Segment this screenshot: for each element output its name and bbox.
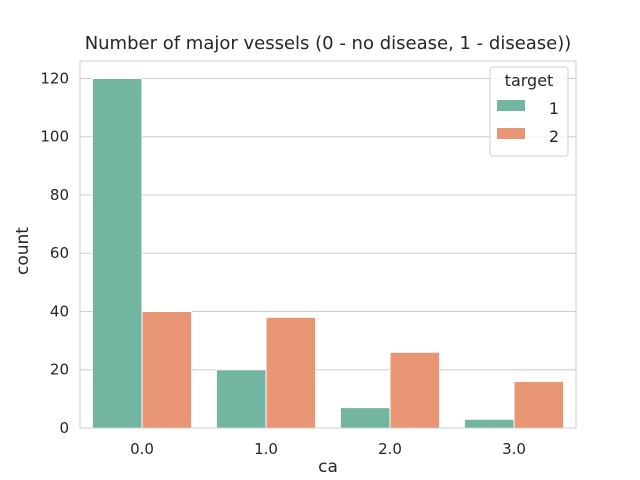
bar-1.0-series-2 bbox=[265, 316, 317, 429]
legend-items: 12 bbox=[497, 99, 559, 146]
bar-3.0-series-1 bbox=[463, 418, 515, 429]
y-tick-label: 80 bbox=[50, 186, 69, 204]
bar-2.0-series-2 bbox=[389, 351, 441, 429]
x-axis-ticks: 0.0 1.0 2.0 3.0 bbox=[130, 440, 526, 458]
legend-swatch-2 bbox=[497, 128, 525, 139]
y-tick-label: 120 bbox=[40, 69, 69, 87]
y-tick-label: 20 bbox=[50, 361, 69, 379]
x-tick-label: 2.0 bbox=[378, 440, 402, 458]
legend-swatch-1 bbox=[497, 100, 525, 111]
legend-label-1: 1 bbox=[549, 99, 559, 118]
x-axis-label: ca bbox=[318, 457, 338, 477]
y-axis-ticks: 0 20 40 60 80 100 120 bbox=[40, 69, 69, 437]
legend: target 12 bbox=[489, 66, 569, 157]
axes-border bbox=[79, 60, 577, 429]
y-axis-label: count bbox=[13, 227, 33, 275]
y-tick-label: 60 bbox=[50, 244, 69, 262]
bar-2.0-series-1 bbox=[339, 407, 391, 429]
bar-1.0-series-1 bbox=[215, 369, 267, 429]
axes-frame bbox=[79, 60, 577, 429]
bar-0.0-series-1 bbox=[91, 77, 143, 429]
x-tick-label: 3.0 bbox=[502, 440, 526, 458]
bar-3.0-series-2 bbox=[513, 380, 565, 429]
x-tick-label: 1.0 bbox=[254, 440, 278, 458]
chart-title: Number of major vessels (0 - no disease,… bbox=[85, 33, 572, 54]
bar-0.0-series-2 bbox=[141, 310, 193, 429]
y-tick-label: 40 bbox=[50, 302, 69, 320]
legend-label-2: 2 bbox=[549, 127, 559, 146]
legend-title: target bbox=[505, 71, 554, 90]
y-tick-label: 100 bbox=[40, 128, 69, 146]
y-tick-label: 0 bbox=[59, 419, 69, 437]
x-tick-label: 0.0 bbox=[130, 440, 154, 458]
bars bbox=[91, 77, 565, 429]
